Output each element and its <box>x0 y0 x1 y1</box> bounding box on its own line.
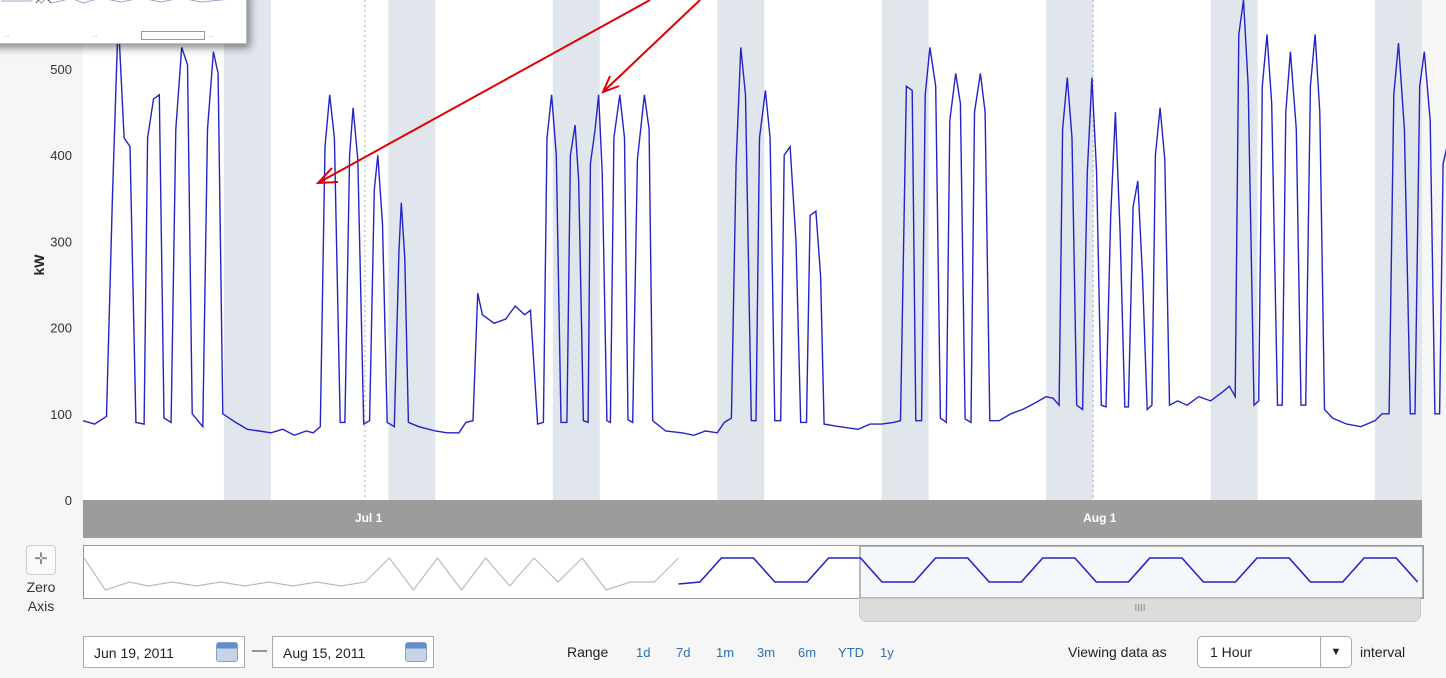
scrollbar-grip[interactable]: IIII <box>1134 603 1146 614</box>
main-chart: 0 100 200 300 400 500 kW Jul 1 Aug 1 <box>31 0 1446 538</box>
end-date-field[interactable]: Aug 15, 2011 <box>272 636 434 668</box>
y-tick-label: 200 <box>50 321 72 336</box>
interval-select[interactable]: 1 Hour ▼ <box>1197 636 1352 668</box>
start-date-value: Jun 19, 2011 <box>94 645 174 661</box>
inset-text-2: ... <box>93 33 98 39</box>
weekend-band <box>717 0 765 500</box>
start-date-field[interactable]: Jun 19, 2011 <box>83 636 245 668</box>
x-tick-label: Aug 1 <box>1083 511 1117 525</box>
navigator-chart <box>84 546 1423 598</box>
navigator-scrollbar[interactable]: IIII <box>859 598 1421 622</box>
annotation-arrowhead-1 <box>315 167 339 185</box>
range-button-7d[interactable]: 7d <box>676 645 691 660</box>
weekend-band <box>552 0 600 500</box>
weekend-band <box>1375 0 1422 500</box>
y-tick-label: 500 <box>50 62 72 77</box>
navigator-panel[interactable] <box>83 545 1424 599</box>
zero-axis-label: Zero Axis <box>26 579 56 614</box>
x-axis: Jul 1 Aug 1 <box>355 511 1117 525</box>
weekend-bands <box>223 0 1422 500</box>
weekend-band <box>1210 0 1258 500</box>
inset-select <box>141 31 205 40</box>
controls-bar: Jun 19, 2011 — Aug 15, 2011 Range 1d 7d … <box>0 636 1446 672</box>
navigator-selected-line <box>678 557 1419 585</box>
weekend-band <box>881 0 929 500</box>
inset-text-3: ... <box>209 33 214 39</box>
y-axis-label: kW <box>31 254 47 276</box>
interval-value: 1 Hour <box>1210 644 1253 660</box>
inset-text-1: ... <box>5 33 10 39</box>
y-tick-label: 0 <box>65 493 72 508</box>
weekend-band <box>388 0 436 500</box>
navigator-selection[interactable] <box>859 546 1423 598</box>
crosshair-icon[interactable]: ✛ <box>26 545 56 575</box>
range-button-1d[interactable]: 1d <box>636 645 651 660</box>
chevron-down-icon[interactable]: ▼ <box>1320 637 1351 667</box>
viewing-data-label: Viewing data as <box>1068 644 1167 660</box>
x-tick-label: Jul 1 <box>355 511 383 525</box>
range-label: Range <box>567 644 609 660</box>
annotation-arrows <box>315 0 701 185</box>
annotation-arrow-1 <box>317 0 651 184</box>
range-button-ytd[interactable]: YTD <box>838 645 864 660</box>
range-button-1y[interactable]: 1y <box>880 645 894 660</box>
x-axis-bar <box>83 500 1422 538</box>
inset-mini-chart <box>1 0 227 4</box>
inset-thumbnail: ... ... ... <box>0 0 247 44</box>
date-separator: — <box>252 642 267 659</box>
range-button-6m[interactable]: 6m <box>798 645 817 660</box>
kw-series-line <box>82 0 1446 437</box>
range-button-1m[interactable]: 1m <box>716 645 735 660</box>
y-tick-label: 100 <box>50 407 72 422</box>
weekend-band <box>223 0 271 500</box>
calendar-icon[interactable] <box>216 642 238 662</box>
annotation-arrowhead-2 <box>601 75 620 94</box>
range-button-3m[interactable]: 3m <box>757 645 776 660</box>
navigator-history-line <box>84 557 679 591</box>
zero-axis-control[interactable]: ✛ Zero Axis <box>12 545 70 616</box>
annotation-arrow-2 <box>602 0 701 93</box>
gridlines <box>364 0 1094 500</box>
y-axis: 0 100 200 300 400 500 <box>50 62 72 508</box>
end-date-value: Aug 15, 2011 <box>283 645 366 661</box>
y-tick-label: 300 <box>50 234 72 249</box>
calendar-icon[interactable] <box>405 642 427 662</box>
interval-suffix-label: interval <box>1360 644 1406 660</box>
y-tick-label: 400 <box>50 148 72 163</box>
